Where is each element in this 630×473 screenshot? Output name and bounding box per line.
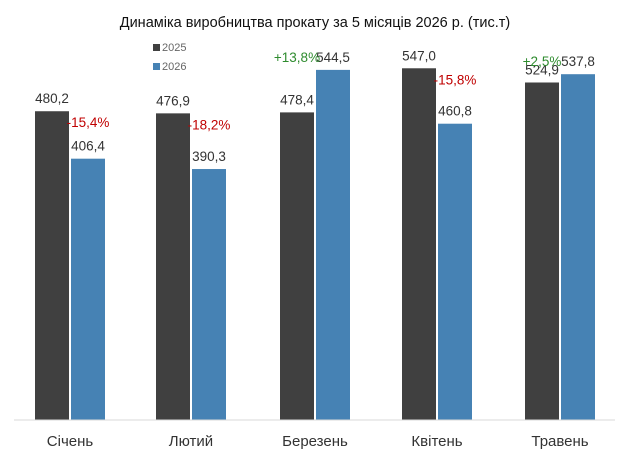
bar-2026-1 [71,158,105,420]
labels-layer: 480,2 406,4 -15,4% 476,9 390,3 -18,2% 478,4 544… [35,48,595,164]
chart-title: Динаміка виробництва прокату за 5 місяці… [120,15,510,31]
value-label-2025-5: 524,9 [525,62,559,77]
value-label-2025-3: 478,4 [280,92,314,107]
bar-2025-2 [156,113,190,420]
bar-2025-1 [35,111,69,421]
change-label-5: +2,5% [523,54,562,69]
bar-2026-4 [438,123,472,420]
category-label-5: Травень [531,433,588,450]
value-label-2026-2: 390,3 [192,149,226,164]
legend-label-2025: 2025 [162,42,186,54]
value-label-2025-1: 480,2 [35,91,69,106]
legend: 2025 2026 [153,42,186,73]
category-label-4: Квітень [411,433,462,450]
legend-swatch-2026 [153,63,160,70]
bar-2026-5 [561,74,595,420]
value-label-2026-5: 537,8 [561,54,595,69]
bar-2025-5 [525,82,559,420]
category-label-2: Лютий [169,433,213,450]
change-label-4: -15,8% [434,72,477,87]
bar-2026-3 [316,69,350,420]
change-label-1: -15,4% [67,115,110,130]
category-label-3: Березень [282,433,348,450]
change-label-2: -18,2% [188,117,231,132]
legend-label-2026: 2026 [162,61,186,73]
legend-swatch-2025 [153,44,160,51]
bars-layer [35,68,595,421]
value-label-2025-2: 476,9 [156,93,190,108]
value-label-2025-4: 547,0 [402,48,436,63]
bar-2025-4 [402,68,436,421]
value-label-2026-3: 544,5 [316,50,350,65]
category-label-1: Січень [47,433,94,450]
change-label-3: +13,8% [274,50,320,65]
bar-2026-2 [192,169,226,420]
value-label-2026-4: 460,8 [438,104,472,119]
value-label-2026-1: 406,4 [71,139,105,154]
category-axis: Січень Лютий Березень Квітень Травень [47,433,589,450]
bar-2025-3 [280,112,314,421]
